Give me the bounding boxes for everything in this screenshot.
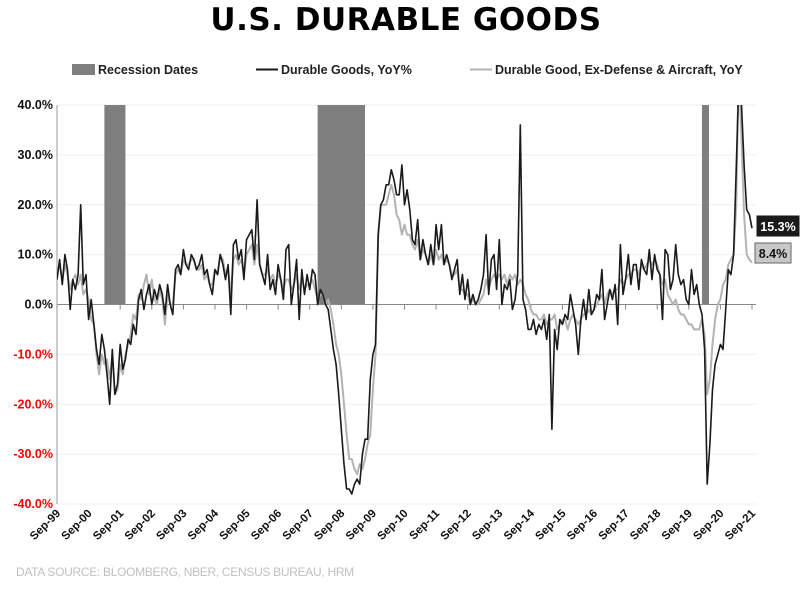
x-tick-label: Sep-20 [691, 508, 726, 543]
last-value-label: 15.3% [760, 220, 795, 234]
last-value-box [756, 215, 800, 237]
x-tick-label: Sep-13 [470, 508, 505, 543]
y-tick-label: 40.0% [18, 98, 53, 112]
legend-label-durable-goods: Durable Goods, YoY% [281, 63, 412, 77]
x-tick-label: Sep-01 [91, 507, 127, 543]
last-value-label: 8.4% [759, 247, 788, 261]
legend-label-ex-defense: Durable Good, Ex-Defense & Aircraft, YoY [495, 63, 743, 77]
x-tick-label: Sep-19 [660, 508, 695, 543]
chart-title: U.S. DURABLE GOODS [210, 2, 602, 38]
recession-bar [317, 105, 366, 305]
x-tick-label: Sep-11 [408, 507, 443, 542]
x-tick-label: Sep-04 [186, 507, 222, 543]
data-source-note: DATA SOURCE: BLOOMBERG, NBER, CENSUS BUR… [16, 565, 354, 579]
x-tick-label: Sep-05 [218, 507, 254, 543]
x-tick-label: Sep-16 [565, 508, 600, 543]
x-tick-label: Sep-21 [723, 507, 759, 543]
x-tick-label: Sep-03 [154, 508, 189, 543]
y-tick-label: 30.0% [18, 148, 53, 162]
x-tick-label: Sep-08 [312, 507, 348, 543]
x-tick-label: Sep-09 [344, 508, 379, 543]
y-tick-label: 10.0% [18, 248, 53, 262]
x-tick-label: Sep-18 [628, 507, 664, 543]
y-tick-label: 0.0% [25, 298, 54, 312]
x-tick-label: Sep-15 [533, 507, 569, 543]
x-tick-label: Sep-07 [281, 508, 316, 543]
x-tick-label: Sep-12 [439, 508, 474, 543]
y-tick-label: -30.0% [13, 447, 53, 461]
series-line-durable-goods [57, 105, 753, 495]
recession-bar [701, 105, 709, 305]
y-tick-label: -40.0% [13, 497, 53, 511]
y-tick-label: -10.0% [13, 347, 53, 361]
x-tick-label: Sep-10 [375, 508, 410, 543]
x-tick-label: Sep-17 [597, 508, 632, 543]
recession-bar [104, 105, 126, 305]
y-tick-label: -20.0% [13, 397, 53, 411]
x-tick-label: Sep-14 [502, 507, 538, 543]
legend-swatch-recession [72, 64, 95, 75]
legend-label-recession: Recession Dates [98, 63, 198, 77]
x-tick-label: Sep-02 [123, 508, 158, 543]
x-tick-label: Sep-06 [249, 508, 284, 543]
y-tick-label: 20.0% [18, 198, 53, 212]
x-tick-label: Sep-99 [28, 508, 63, 543]
last-value-box [754, 242, 792, 264]
x-tick-label: Sep-00 [60, 508, 95, 543]
